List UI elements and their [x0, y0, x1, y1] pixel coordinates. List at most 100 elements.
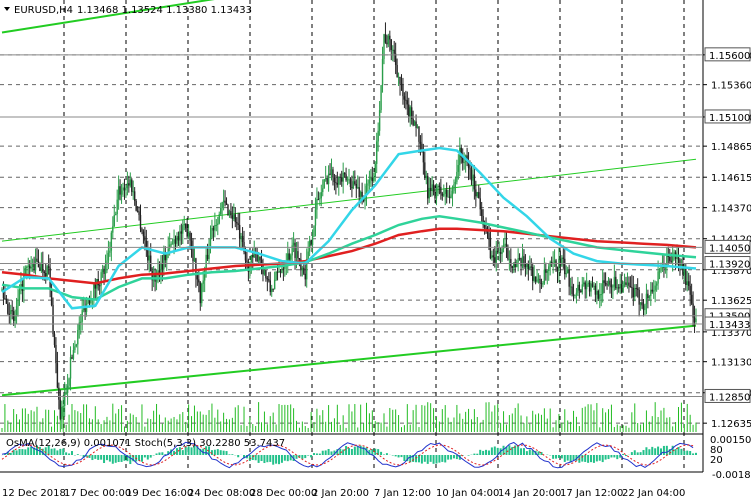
candle-body [537, 278, 540, 280]
price-tick-label: 1.13625 [711, 296, 751, 307]
time-label: 19 Dec 16:00 [126, 488, 193, 499]
candle-body [558, 258, 560, 271]
candle-body [397, 76, 400, 78]
candle-body [341, 177, 343, 182]
osma-bar [105, 455, 108, 461]
candle-body [695, 318, 697, 323]
osma-bar [257, 455, 260, 463]
osma-bar [540, 452, 543, 455]
candle-body [613, 276, 616, 287]
osma-bar [103, 455, 106, 464]
osma-bar [557, 455, 560, 458]
osma-bar [584, 455, 587, 462]
osma-bar [161, 452, 164, 455]
osma-bar [82, 455, 85, 458]
candle-body [211, 227, 213, 238]
candle-body [625, 282, 627, 285]
osma-bar [318, 453, 321, 455]
candle-body [319, 198, 321, 200]
candle-body [166, 254, 168, 261]
candle-body [591, 283, 594, 287]
candle-body [677, 255, 680, 260]
candle-body [203, 268, 206, 281]
candle-body [180, 231, 183, 234]
osma-bar [330, 451, 333, 455]
osma-bar [487, 450, 490, 455]
candle-body [14, 315, 16, 321]
candle-body [545, 269, 547, 273]
candle-body [322, 188, 324, 193]
osma-bar [528, 449, 531, 455]
candle-body [238, 224, 241, 239]
candle-body [182, 225, 184, 234]
osma-bar [368, 449, 371, 455]
candle-body [495, 250, 497, 263]
osma-bar [348, 448, 350, 455]
candle-body [527, 263, 530, 270]
candle-body [269, 280, 271, 293]
candle-body [393, 49, 395, 54]
osma-bar [371, 449, 374, 455]
candle-body [151, 271, 153, 281]
osma-bar [190, 447, 193, 455]
candle-body [47, 266, 50, 268]
osma-bar [91, 455, 94, 461]
candle-body [72, 350, 75, 359]
candle-body [644, 304, 646, 311]
candle-body [492, 255, 495, 258]
candle-body [612, 286, 614, 288]
svg-text:20: 20 [710, 455, 723, 466]
candle-body [132, 191, 134, 193]
osma-bar [432, 455, 435, 464]
candle-body [412, 118, 414, 126]
candle-body [33, 264, 35, 271]
candle-body [623, 282, 626, 285]
candle-body [548, 266, 550, 271]
candle-body [82, 306, 85, 311]
candle-body [359, 191, 362, 198]
osma-bar [674, 449, 677, 455]
osma-bar [622, 453, 625, 455]
candle-body [462, 157, 464, 163]
candle-body [106, 260, 108, 263]
price-level-box [704, 388, 751, 403]
candle-body [128, 183, 130, 186]
candle-body [559, 258, 562, 266]
osma-bar [88, 455, 91, 458]
candle-body [117, 186, 120, 200]
candle-body [577, 284, 579, 293]
candle-body [432, 184, 435, 192]
osma-bar [417, 455, 420, 463]
candle-body [42, 263, 44, 272]
candle-body [463, 162, 465, 164]
candle-body [74, 346, 76, 351]
candle-body [39, 267, 41, 271]
candle-body [515, 262, 518, 268]
osma-bar [158, 452, 161, 455]
candle-body [164, 254, 166, 261]
osma-bar [525, 451, 528, 455]
candle-body [456, 171, 458, 182]
candle-body [421, 143, 423, 151]
triangle-down-icon[interactable] [4, 7, 10, 11]
candle-body [304, 273, 306, 280]
osma-bar [333, 450, 336, 455]
candle-body [413, 121, 416, 126]
candle-body [292, 242, 295, 246]
candle-body [101, 268, 104, 273]
candle-body [628, 282, 630, 286]
candle-body [160, 263, 162, 276]
candle-body [186, 228, 188, 237]
time-label: 12 Dec 2018 [2, 488, 66, 499]
candle-body [453, 184, 455, 191]
osma-bar [604, 455, 607, 460]
candle-body [473, 174, 476, 190]
osma-bar [356, 446, 359, 455]
candle-body [112, 226, 114, 233]
osma-bar [359, 445, 362, 455]
osma-bar [517, 446, 520, 455]
osma-bar [686, 450, 689, 455]
candle-body [472, 174, 474, 181]
osma-bar [374, 448, 377, 455]
